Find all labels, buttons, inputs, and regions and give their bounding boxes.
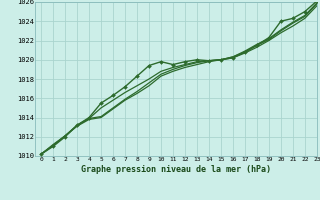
X-axis label: Graphe pression niveau de la mer (hPa): Graphe pression niveau de la mer (hPa) (81, 165, 271, 174)
